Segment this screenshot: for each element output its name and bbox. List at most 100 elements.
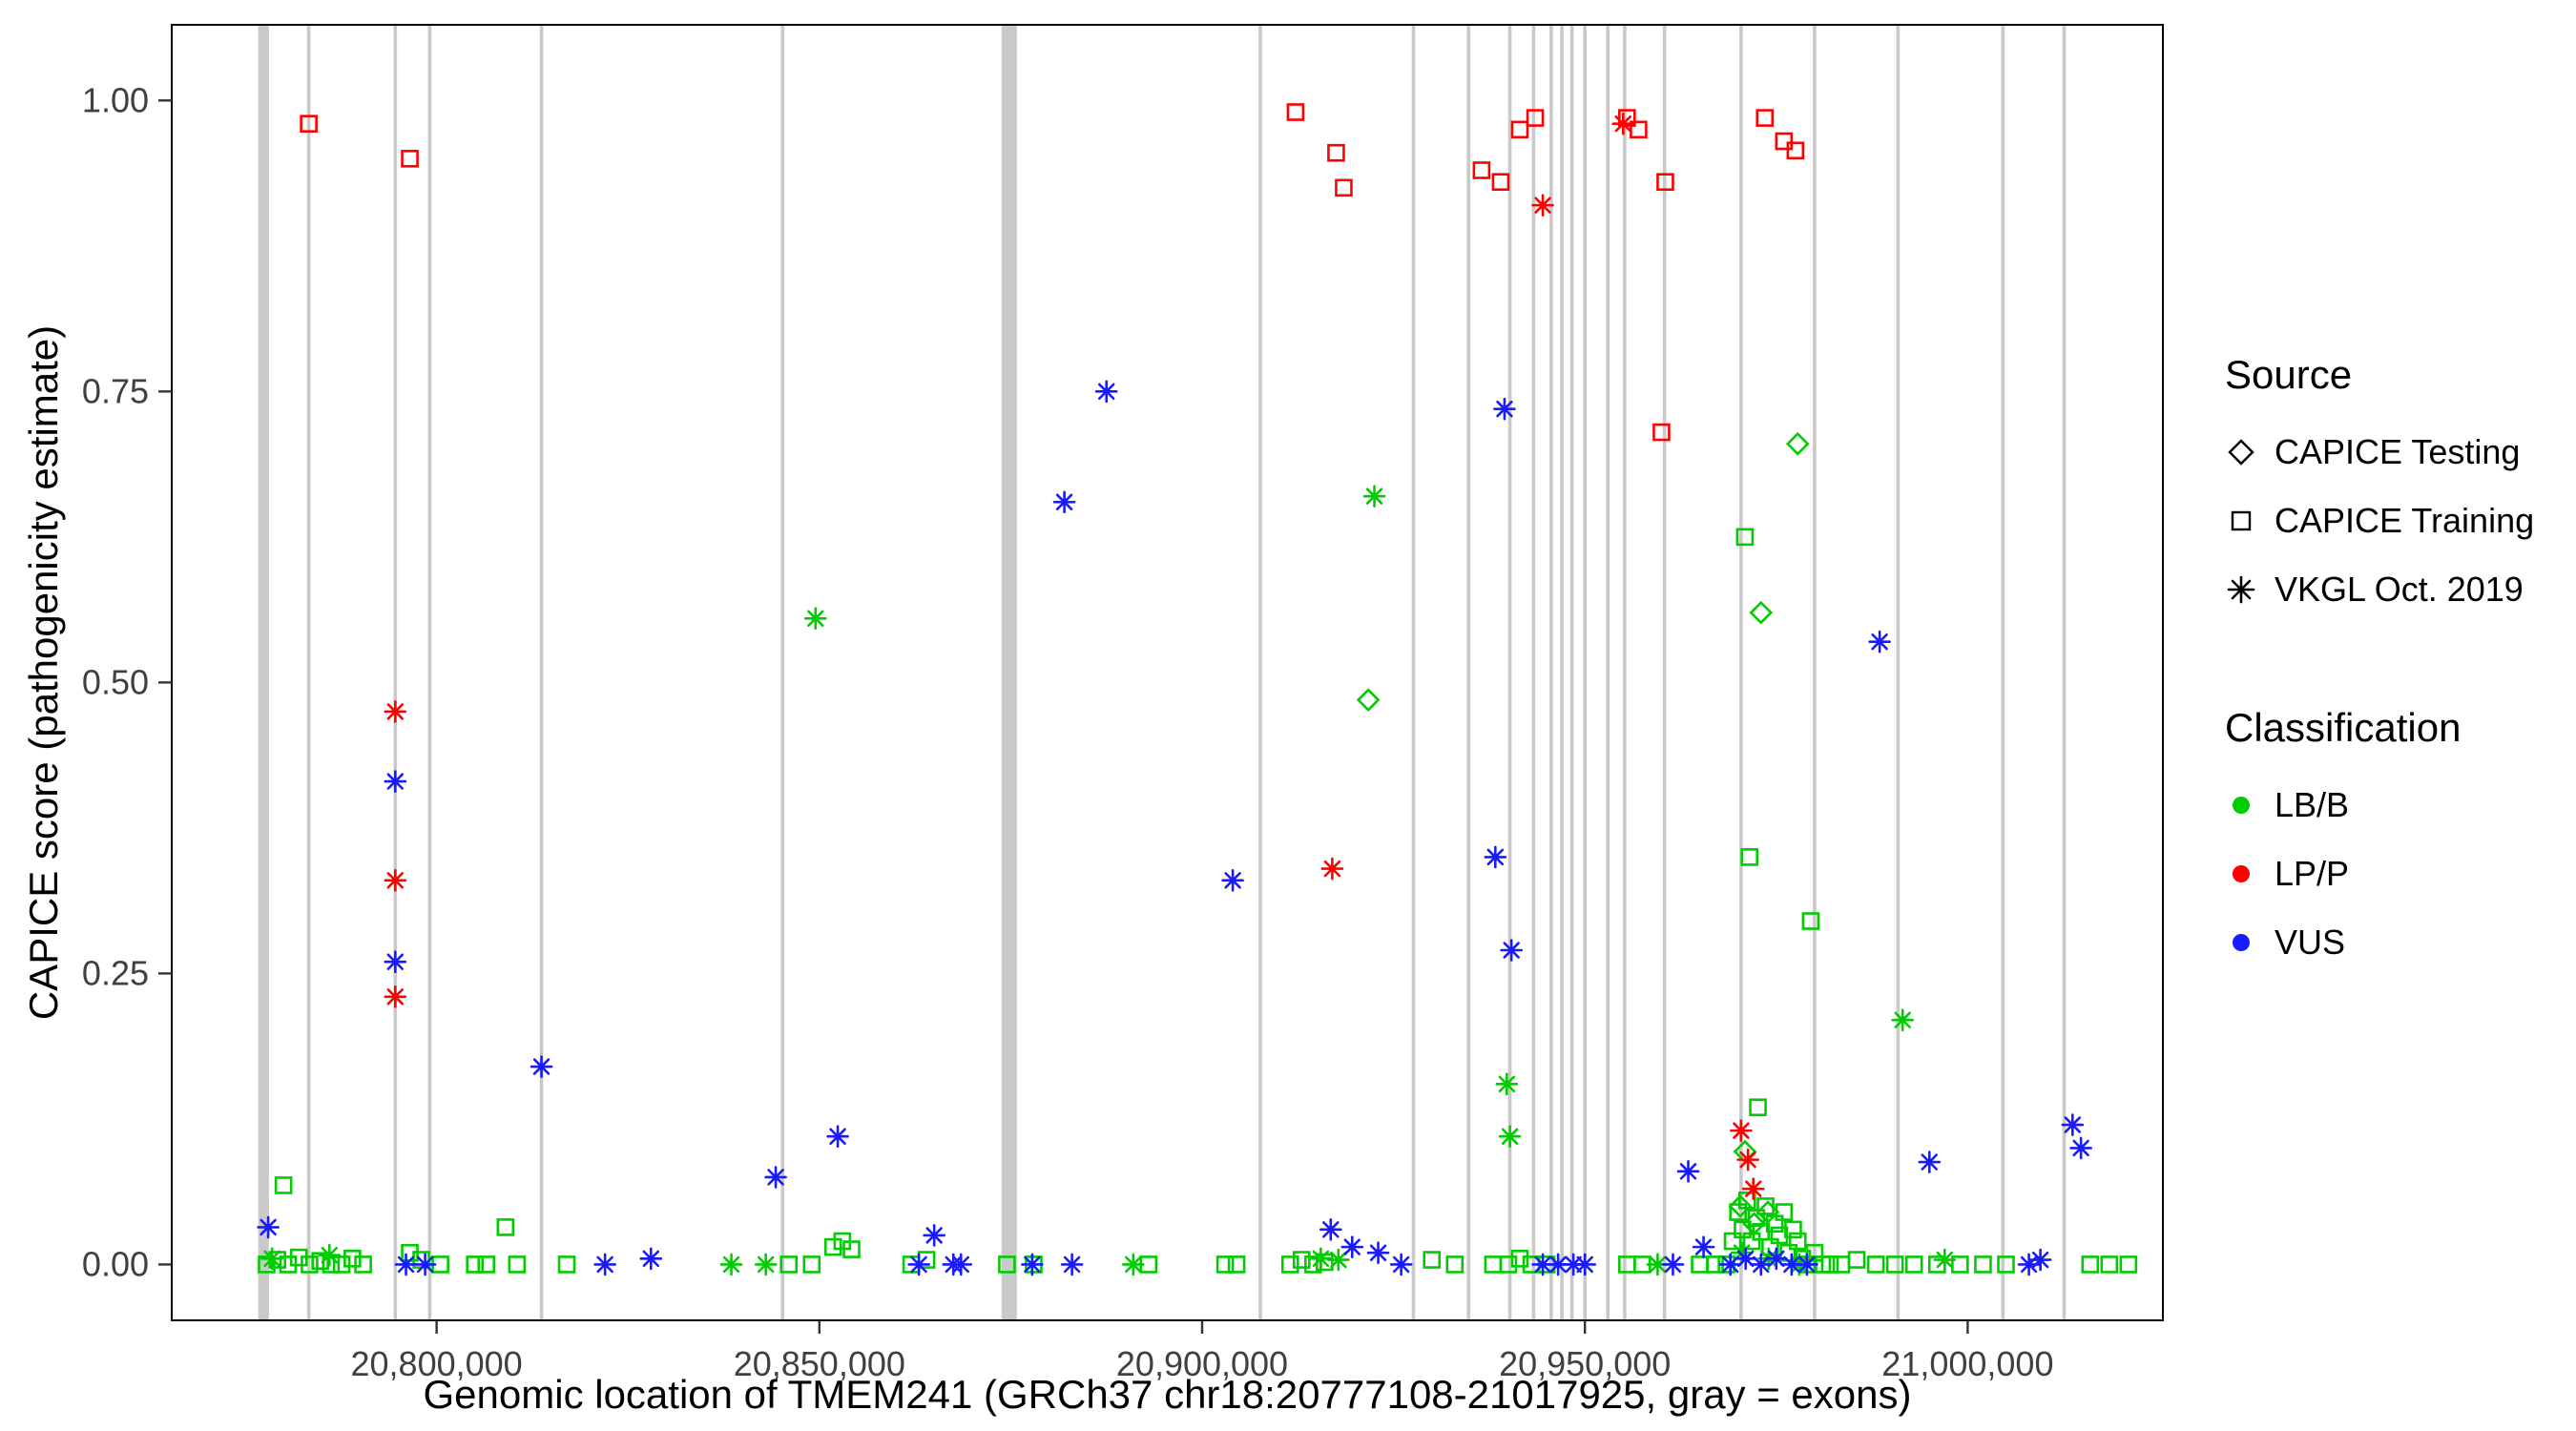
data-point-asterisk xyxy=(1646,1253,1670,1276)
asterisk-icon xyxy=(2227,575,2255,604)
data-point-asterisk xyxy=(384,985,407,1008)
data-point-square xyxy=(1510,120,1529,139)
data-point-asterisk xyxy=(394,1253,418,1276)
data-point-square xyxy=(1472,161,1491,179)
data-point-square xyxy=(1770,1226,1789,1245)
data-point-square xyxy=(311,1252,329,1271)
data-point-asterisk xyxy=(1221,868,1244,892)
data-point-square xyxy=(2081,1255,2100,1274)
data-point-asterisk xyxy=(907,1253,930,1276)
data-point-asterisk xyxy=(1389,1253,1413,1276)
data-point-diamond xyxy=(1785,431,1810,456)
legend: Source CAPICE Testing CAPICE Training VK… xyxy=(2225,351,2534,977)
data-point-square xyxy=(508,1255,527,1274)
data-point-square xyxy=(1286,103,1305,121)
data-point-square xyxy=(1484,1255,1503,1274)
data-point-asterisk xyxy=(2069,1136,2092,1160)
data-point-asterisk xyxy=(1780,1253,1803,1276)
data-point-square xyxy=(258,1255,276,1274)
exon-bar xyxy=(539,25,544,1320)
data-point-asterisk xyxy=(2028,1248,2052,1272)
data-point-asterisk xyxy=(1749,1253,1773,1276)
data-point-square xyxy=(1885,1255,1904,1274)
data-point-square xyxy=(823,1237,842,1256)
data-point-square xyxy=(1740,848,1759,866)
y-tick-label: 0.75 xyxy=(82,371,149,410)
exon-bar xyxy=(1507,25,1512,1320)
legend-item-vus: VUS xyxy=(2225,908,2534,977)
data-point-asterisk xyxy=(1734,1247,1757,1271)
data-point-asterisk xyxy=(1060,1253,1084,1276)
data-point-asterisk xyxy=(754,1253,778,1276)
data-point-square xyxy=(354,1255,372,1274)
exon-bar xyxy=(1466,25,1471,1320)
data-point-asterisk xyxy=(1366,1241,1390,1265)
legend-item-capice-testing: CAPICE Testing xyxy=(2225,418,2534,487)
data-point-asterisk xyxy=(1531,1253,1554,1276)
data-point-square xyxy=(1618,1255,1636,1274)
data-point-asterisk xyxy=(949,1253,973,1276)
data-point-asterisk xyxy=(1573,1253,1596,1276)
data-point-square xyxy=(1801,912,1820,930)
exon-bar xyxy=(1739,25,1743,1320)
exon-bar xyxy=(1583,25,1588,1320)
data-point-asterisk xyxy=(923,1224,945,1247)
data-point-square xyxy=(1784,1220,1802,1239)
data-point-asterisk xyxy=(1796,1253,1818,1276)
data-point-asterisk xyxy=(1021,1253,1044,1276)
data-point-square xyxy=(802,1255,821,1274)
data-point-square xyxy=(557,1255,576,1274)
data-point-square xyxy=(1445,1255,1465,1274)
data-point-asterisk xyxy=(1547,1253,1569,1276)
legend-item-capice-training: CAPICE Training xyxy=(2225,487,2534,555)
data-point-square xyxy=(998,1255,1016,1274)
data-point-asterisk xyxy=(384,950,407,973)
legend-item-label: CAPICE Testing xyxy=(2275,432,2521,471)
data-point-asterisk xyxy=(1918,1151,1942,1173)
data-point-asterisk xyxy=(384,770,407,793)
data-point-asterisk xyxy=(413,1253,437,1276)
data-point-asterisk xyxy=(1320,857,1344,881)
data-point-square xyxy=(1904,1255,1923,1274)
x-axis-title: Genomic location of TMEM241 (GRCh37 chr1… xyxy=(423,1372,1912,1417)
data-point-square xyxy=(1335,178,1353,197)
data-point-square xyxy=(842,1240,861,1258)
exon-bar xyxy=(393,25,398,1320)
x-tick-label: 20,800,000 xyxy=(351,1344,523,1383)
data-point-square xyxy=(1974,1255,1992,1274)
x-tick-label: 20,950,000 xyxy=(1499,1344,1671,1383)
data-point-asterisk xyxy=(1562,1253,1585,1276)
data-point-square xyxy=(1630,120,1648,139)
data-point-square xyxy=(1280,1255,1299,1274)
legend-item-lbb: LB/B xyxy=(2225,771,2534,840)
data-point-asterisk xyxy=(1891,1008,1914,1032)
data-point-square xyxy=(1756,1197,1775,1215)
exon-bar xyxy=(1662,25,1667,1320)
data-point-asterisk xyxy=(1484,845,1507,869)
data-point-asterisk xyxy=(804,607,827,631)
data-point-square xyxy=(2119,1255,2138,1274)
exon-bar xyxy=(780,25,785,1320)
data-point-asterisk xyxy=(1327,1248,1350,1272)
exon-bar xyxy=(1606,25,1610,1320)
data-point-square xyxy=(1423,1251,1442,1269)
data-point-asterisk xyxy=(764,1166,787,1189)
exon-bar xyxy=(1569,25,1574,1320)
exon-bar xyxy=(1813,25,1817,1320)
data-point-asterisk xyxy=(826,1125,849,1149)
y-tick-label: 1.00 xyxy=(82,80,149,119)
data-point-square xyxy=(1765,1214,1784,1234)
exon-bar xyxy=(1896,25,1901,1320)
data-point-square xyxy=(1951,1255,1969,1274)
legend-item-label: LP/P xyxy=(2275,854,2350,893)
data-point-diamond xyxy=(1749,600,1774,625)
exon-bar xyxy=(1549,25,1553,1320)
exon-bar xyxy=(2001,25,2005,1320)
data-point-asterisk xyxy=(1094,380,1118,404)
data-point-square xyxy=(1788,1232,1807,1251)
data-point-square xyxy=(779,1255,799,1274)
legend-item-label: CAPICE Training xyxy=(2275,501,2535,540)
exon-bar xyxy=(1258,25,1262,1320)
data-point-asterisk xyxy=(384,700,407,723)
